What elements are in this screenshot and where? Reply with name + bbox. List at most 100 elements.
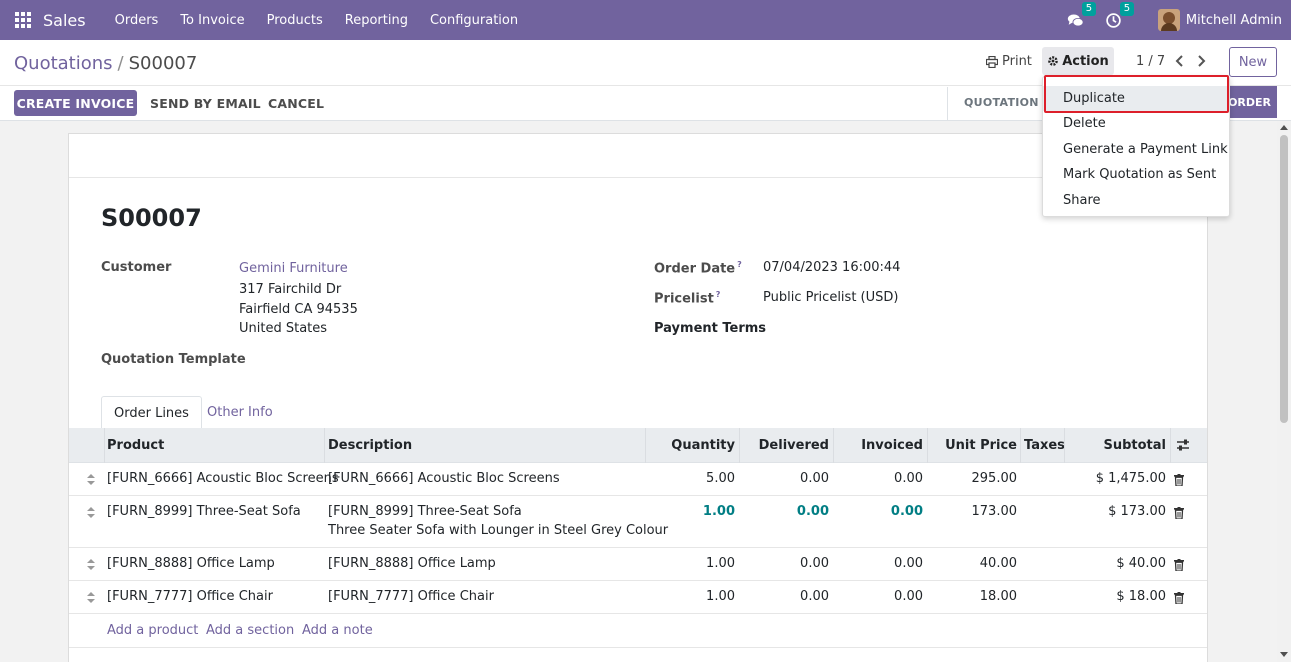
scroll-thumb[interactable]	[1280, 135, 1288, 423]
menu-orders[interactable]: Orders	[114, 12, 159, 28]
page-title: S00007	[101, 204, 202, 232]
order-date-label-text: Order Date	[654, 261, 736, 277]
action-label: Action	[1062, 53, 1109, 69]
tab-other-info[interactable]: Other Info	[207, 405, 273, 420]
menu-item-duplicate[interactable]: Duplicate	[1043, 86, 1229, 111]
messages-button[interactable]: 5	[1066, 2, 1096, 30]
app-brand[interactable]: Sales	[43, 10, 86, 30]
row-description[interactable]: [FURN_8999] Three-Seat Sofa	[328, 504, 522, 519]
table-row[interactable]: [FURN_7777] Office Chair [FURN_7777] Off…	[69, 581, 1207, 614]
pricelist-help-icon[interactable]: ?	[715, 290, 721, 299]
row-invoiced: 0.00	[894, 589, 923, 604]
breadcrumb-quotations[interactable]: Quotations	[14, 53, 113, 74]
row-description[interactable]: [FURN_6666] Acoustic Bloc Screens	[328, 471, 560, 486]
activities-button[interactable]: 5	[1104, 2, 1134, 30]
row-delivered: 0.00	[796, 504, 829, 519]
chevron-right-icon[interactable]	[1195, 54, 1207, 68]
column-product[interactable]: Product	[107, 438, 165, 453]
order-date-field[interactable]: 07/04/2023 16:00:44	[763, 260, 901, 275]
user-menu[interactable]: Mitchell Admin	[1185, 12, 1282, 28]
row-product[interactable]: [FURN_8999] Three-Seat Sofa	[107, 504, 301, 519]
print-label: Print	[1002, 54, 1032, 69]
row-description-detail[interactable]: Three Seater Sofa with Lounger in Steel …	[328, 523, 669, 538]
column-unit-price[interactable]: Unit Price	[945, 438, 1017, 453]
column-divider	[739, 428, 740, 463]
row-description[interactable]: [FURN_7777] Office Chair	[328, 589, 494, 604]
menu-item-generate-payment-link[interactable]: Generate a Payment Link	[1063, 142, 1228, 157]
scroll-down-arrow-icon[interactable]	[1280, 652, 1288, 657]
row-unit-price[interactable]: 18.00	[979, 589, 1017, 604]
row-product[interactable]: [FURN_6666] Acoustic Bloc Screens	[107, 471, 339, 486]
table-row[interactable]: [FURN_6666] Acoustic Bloc Screens [FURN_…	[69, 463, 1207, 496]
scroll-up-arrow-icon[interactable]	[1280, 125, 1288, 130]
pricelist-label: Pricelist?	[654, 290, 720, 306]
menu-item-mark-as-sent[interactable]: Mark Quotation as Sent	[1063, 167, 1217, 182]
column-invoiced[interactable]: Invoiced	[861, 438, 923, 453]
row-quantity[interactable]: 1.00	[706, 556, 735, 571]
row-quantity[interactable]: 1.00	[706, 589, 735, 604]
table-row[interactable]: [FURN_8888] Office Lamp [FURN_8888] Offi…	[69, 548, 1207, 581]
row-quantity[interactable]: 1.00	[702, 504, 735, 519]
gear-icon	[1048, 56, 1058, 66]
pricelist-label-text: Pricelist	[654, 291, 714, 307]
new-button[interactable]: New	[1229, 47, 1277, 77]
drag-handle-icon[interactable]	[87, 474, 95, 485]
row-description[interactable]: [FURN_8888] Office Lamp	[328, 556, 496, 571]
drag-handle-icon[interactable]	[87, 559, 95, 570]
pricelist-field[interactable]: Public Pricelist (USD)	[763, 290, 899, 305]
status-quotation[interactable]: QUOTATION	[964, 96, 1039, 109]
customer-label: Customer	[101, 260, 172, 275]
column-divider	[1170, 428, 1171, 463]
customer-address-line-2: Fairfield CA 94535	[239, 302, 358, 317]
trash-icon[interactable]	[1174, 474, 1184, 486]
pager-value[interactable]: 1 / 7	[1136, 54, 1166, 69]
row-invoiced: 0.00	[894, 471, 923, 486]
activities-count-badge: 5	[1119, 2, 1134, 16]
trash-icon[interactable]	[1174, 592, 1184, 604]
row-subtotal: $ 1,475.00	[1095, 471, 1166, 486]
menu-products[interactable]: Products	[266, 12, 323, 28]
order-date-help-icon[interactable]: ?	[737, 260, 742, 269]
column-delivered[interactable]: Delivered	[758, 438, 829, 453]
row-invoiced: 0.00	[890, 504, 923, 519]
cancel-button[interactable]: CANCEL	[268, 95, 325, 111]
menu-to-invoice[interactable]: To Invoice	[180, 12, 245, 28]
print-button[interactable]: Print	[986, 54, 1032, 69]
row-unit-price[interactable]: 173.00	[971, 504, 1018, 519]
chevron-left-icon[interactable]	[1174, 54, 1186, 68]
row-unit-price[interactable]: 295.00	[971, 471, 1018, 486]
customer-field[interactable]: Gemini Furniture	[239, 261, 348, 276]
menu-configuration[interactable]: Configuration	[429, 12, 519, 28]
customer-address-line-3: United States	[239, 321, 328, 336]
table-row[interactable]: [FURN_8999] Three-Seat Sofa [FURN_8999] …	[69, 496, 1207, 548]
page-scrollbar[interactable]	[1277, 121, 1291, 662]
row-quantity[interactable]: 5.00	[706, 471, 735, 486]
trash-icon[interactable]	[1174, 559, 1184, 571]
menu-item-share[interactable]: Share	[1063, 193, 1101, 208]
optional-columns-icon[interactable]	[1176, 439, 1190, 452]
create-invoice-button[interactable]: CREATE INVOICE	[14, 90, 137, 116]
send-by-email-button[interactable]: SEND BY EMAIL	[150, 95, 261, 111]
add-product-link[interactable]: Add a product	[107, 623, 199, 638]
column-divider	[833, 428, 834, 463]
column-description[interactable]: Description	[328, 438, 413, 453]
trash-icon[interactable]	[1174, 507, 1184, 519]
row-unit-price[interactable]: 40.00	[979, 556, 1017, 571]
column-taxes[interactable]: Taxes	[1024, 438, 1065, 453]
drag-handle-icon[interactable]	[87, 592, 95, 603]
action-button[interactable]: Action	[1042, 47, 1114, 75]
column-subtotal[interactable]: Subtotal	[1103, 438, 1166, 453]
column-quantity[interactable]: Quantity	[671, 438, 735, 453]
notebook-tabs: Order Lines Other Info	[69, 396, 1207, 430]
user-avatar[interactable]	[1157, 9, 1180, 31]
row-product[interactable]: [FURN_7777] Office Chair	[107, 589, 273, 604]
tab-order-lines[interactable]: Order Lines	[101, 396, 202, 430]
apps-menu-icon[interactable]	[15, 12, 31, 28]
add-note-link[interactable]: Add a note	[302, 623, 373, 638]
menu-item-delete[interactable]: Delete	[1063, 116, 1106, 131]
add-section-link[interactable]: Add a section	[206, 623, 295, 638]
drag-handle-icon[interactable]	[87, 507, 95, 518]
menu-reporting[interactable]: Reporting	[344, 12, 408, 28]
row-product[interactable]: [FURN_8888] Office Lamp	[107, 556, 275, 571]
clock-icon	[1106, 12, 1122, 28]
